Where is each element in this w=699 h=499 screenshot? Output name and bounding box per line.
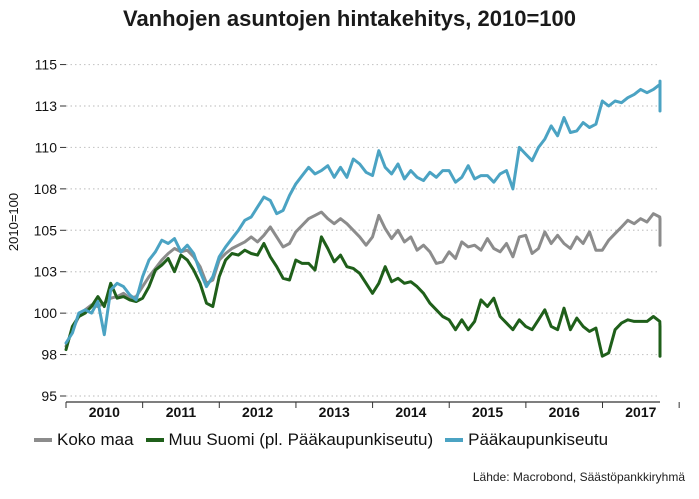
y-tick-label: 105 [34,222,58,238]
legend-item-koko-maa: Koko maa [34,430,134,450]
legend-swatch-muu-suomi [145,438,164,442]
gridlines [66,63,660,397]
x-tick-label: 2011 [166,404,197,420]
y-axis-label: 2010=100 [6,193,21,251]
x-tick-label: 2012 [242,404,273,420]
y-tick-label: 110 [35,139,58,155]
y-tick-label: 103 [34,264,58,280]
legend-label-muu-suomi: Muu Suomi (pl. Pääkaupunkiseutu) [168,430,434,449]
legend: Koko maa Muu Suomi (pl. Pääkaupunkiseutu… [34,430,608,450]
y-tick-label: 100 [34,305,58,321]
legend-swatch-koko-maa [34,438,52,442]
y-tick-label: 108 [34,181,58,197]
y-tick-label: 115 [35,57,58,73]
series-line-1 [64,235,662,358]
legend-swatch-paakaupunkiseutu [445,438,464,442]
x-axis: 2010 2011 2012 2013 2014 2015 2016 2017 [65,401,680,420]
x-tick-label: 2014 [395,404,426,420]
y-tick-label: 98 [41,347,57,363]
legend-label-koko-maa: Koko maa [57,430,134,449]
y-tick-label: 113 [35,98,58,114]
legend-item-paakaupunkiseutu: Pääkaupunkiseutu [445,430,608,450]
x-tick-label: 2013 [319,404,350,420]
chart-title: Vanhojen asuntojen hintakehitys, 2010=10… [122,6,576,31]
x-tick-label: 2017 [625,404,656,420]
legend-label-paakaupunkiseutu: Pääkaupunkiseutu [468,430,609,449]
series-line-0 [64,210,662,348]
x-tick-label: 2016 [549,404,580,420]
y-tick-label: 95 [41,388,57,404]
series-line-2 [64,79,662,345]
x-tick-label: 2015 [472,404,503,420]
source-note: Lähde: Macrobond, Säästöpankkiryhmä [472,470,685,484]
y-axis-ticks: 115 113 110 108 105 103 100 98 95 [34,57,66,404]
legend-item-muu-suomi: Muu Suomi (pl. Pääkaupunkiseutu) [145,430,434,450]
x-tick-label: 2010 [89,404,120,420]
series-lines [64,79,662,358]
